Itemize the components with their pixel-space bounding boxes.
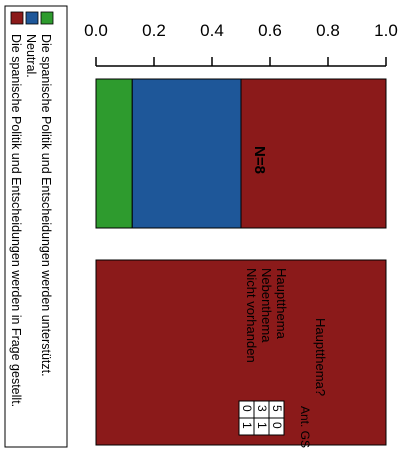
theme-table-cell: 3 (255, 405, 269, 412)
x-tick-label: 0.6 (258, 21, 282, 40)
bar-segment (131, 78, 242, 229)
legend-swatch (25, 11, 39, 25)
theme-table-cell: 1 (255, 422, 269, 429)
legend-label: Die spanische Politik und Entscheidungen… (9, 34, 23, 407)
bar-annotation: N=8 (251, 146, 268, 174)
bar-segment (240, 78, 387, 229)
bar-segment (95, 78, 133, 229)
x-tick-label: 1.0 (374, 21, 398, 40)
legend-box (4, 5, 68, 448)
x-tick-label: 0.0 (84, 21, 108, 40)
theme-question: Hauptthema? (313, 318, 328, 396)
theme-row-label: Nebenthema (259, 268, 274, 343)
theme-row-label: Nicht vorhanden (244, 268, 259, 363)
legend-label: Neutral. (24, 34, 38, 78)
theme-table-cell: 0 (270, 422, 284, 429)
theme-table-cell: 5 (270, 405, 284, 412)
x-tick-label: 0.8 (316, 21, 340, 40)
theme-table-cell: 1 (240, 422, 254, 429)
legend-swatch (10, 11, 24, 25)
theme-row-label: Hauptthema (274, 268, 289, 340)
theme-table-cell: 0 (240, 405, 254, 412)
legend-swatch (40, 11, 54, 25)
theme-column-header: Ant. GS (298, 406, 312, 448)
legend-label: Die spanische Politik und Entscheidungen… (39, 34, 53, 377)
x-tick-label: 0.2 (142, 21, 166, 40)
x-tick-label: 0.4 (200, 21, 224, 40)
